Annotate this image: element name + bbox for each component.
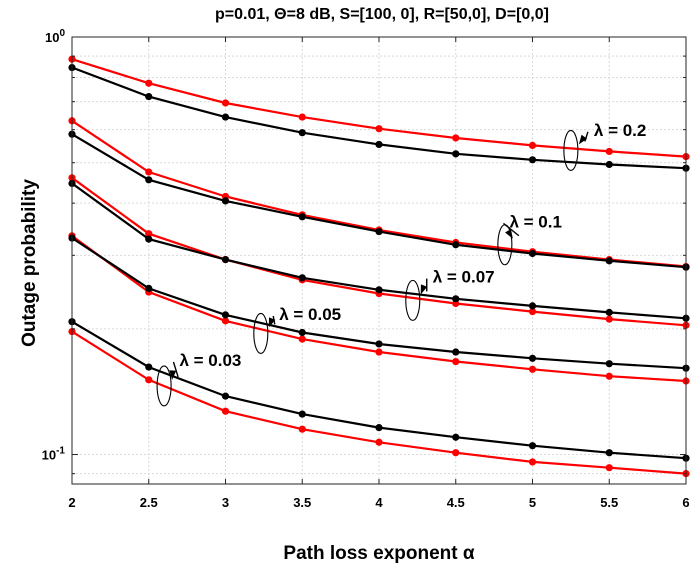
data-point bbox=[375, 424, 383, 432]
x-tick-label: 4.5 bbox=[447, 495, 465, 510]
data-point bbox=[221, 113, 230, 121]
annotation-arrow bbox=[172, 361, 179, 378]
data-point bbox=[298, 425, 306, 433]
data-point bbox=[375, 340, 383, 348]
data-point bbox=[452, 150, 460, 158]
data-point bbox=[528, 307, 537, 316]
data-point bbox=[298, 213, 306, 221]
data-point bbox=[145, 376, 153, 384]
annotation-ellipse-5 bbox=[156, 365, 172, 407]
data-point bbox=[452, 241, 460, 249]
data-point bbox=[528, 156, 537, 164]
data-point bbox=[375, 348, 383, 356]
data-point bbox=[452, 134, 460, 142]
data-point bbox=[605, 315, 613, 323]
data-point bbox=[145, 168, 153, 176]
plot-background bbox=[72, 37, 686, 484]
data-point bbox=[375, 286, 383, 294]
data-point bbox=[605, 372, 613, 380]
data-point bbox=[298, 335, 306, 343]
data-point bbox=[605, 160, 613, 169]
x-tick-label: 5 bbox=[529, 495, 536, 510]
data-point bbox=[605, 464, 613, 472]
y-tick-label: 100 bbox=[45, 28, 65, 45]
data-point bbox=[221, 311, 230, 319]
data-point bbox=[221, 407, 230, 415]
data-point bbox=[605, 308, 613, 316]
annotation-arrowhead bbox=[420, 284, 428, 295]
data-point bbox=[298, 410, 306, 418]
data-point bbox=[145, 176, 153, 184]
data-point bbox=[221, 392, 230, 400]
data-point bbox=[298, 113, 306, 121]
annotation-ellipse-3 bbox=[405, 279, 421, 321]
data-point bbox=[375, 125, 383, 133]
data-point bbox=[452, 357, 460, 366]
annotation-ellipse-1 bbox=[563, 129, 579, 171]
data-point bbox=[145, 284, 153, 292]
data-point bbox=[375, 438, 383, 446]
data-point bbox=[298, 274, 306, 282]
data-point bbox=[528, 442, 537, 450]
data-point bbox=[145, 230, 153, 238]
data-point bbox=[528, 249, 537, 258]
data-point bbox=[605, 360, 613, 368]
annotation-label-1: λ = 0.2 bbox=[594, 121, 646, 140]
data-point bbox=[375, 227, 383, 236]
data-point bbox=[375, 140, 383, 149]
chart-title: p=0.01, Θ=8 dB, S=[100, 0], R=[50,0], D=… bbox=[215, 6, 549, 23]
x-axis-label: Path loss exponent α bbox=[283, 543, 475, 564]
annotation-arrowhead bbox=[169, 370, 177, 380]
annotation-arrowhead bbox=[268, 317, 276, 328]
data-point bbox=[528, 365, 537, 373]
data-point bbox=[452, 295, 460, 303]
data-point bbox=[528, 141, 537, 150]
data-point bbox=[452, 348, 460, 356]
data-point bbox=[298, 328, 306, 337]
data-point bbox=[221, 255, 230, 264]
data-point bbox=[528, 354, 537, 362]
data-point bbox=[221, 99, 230, 107]
x-tick-label: 3 bbox=[222, 495, 229, 510]
x-tick-label: 2.5 bbox=[140, 495, 158, 510]
data-point bbox=[145, 235, 153, 243]
data-point bbox=[452, 433, 460, 441]
data-point bbox=[221, 317, 230, 325]
data-point bbox=[145, 79, 153, 87]
data-point bbox=[145, 363, 153, 371]
x-tick-label: 3.5 bbox=[293, 495, 311, 510]
data-point bbox=[298, 129, 306, 137]
data-point bbox=[605, 257, 613, 265]
data-point bbox=[528, 302, 537, 310]
annotation-arrowhead bbox=[505, 228, 513, 239]
annotation-arrowhead bbox=[578, 134, 588, 145]
data-point bbox=[221, 197, 230, 205]
data-point bbox=[528, 458, 537, 466]
annotation-label-3: λ = 0.07 bbox=[433, 268, 495, 287]
x-tick-label: 4 bbox=[375, 495, 383, 510]
annotation-label-4: λ = 0.05 bbox=[279, 305, 341, 324]
data-point bbox=[605, 147, 613, 156]
data-point bbox=[605, 449, 613, 457]
annotation-ellipse-4 bbox=[253, 312, 269, 354]
x-tick-label: 2 bbox=[68, 495, 75, 510]
data-point bbox=[452, 449, 460, 457]
x-tick-label: 6 bbox=[682, 495, 689, 510]
x-tick-label: 5.5 bbox=[600, 495, 618, 510]
y-tick-label: 10-1 bbox=[42, 446, 66, 463]
annotation-label-2: λ = 0.1 bbox=[509, 212, 561, 231]
annotation-label-5: λ = 0.03 bbox=[179, 351, 241, 370]
data-point bbox=[145, 92, 153, 101]
annotation-arrow bbox=[503, 222, 520, 237]
